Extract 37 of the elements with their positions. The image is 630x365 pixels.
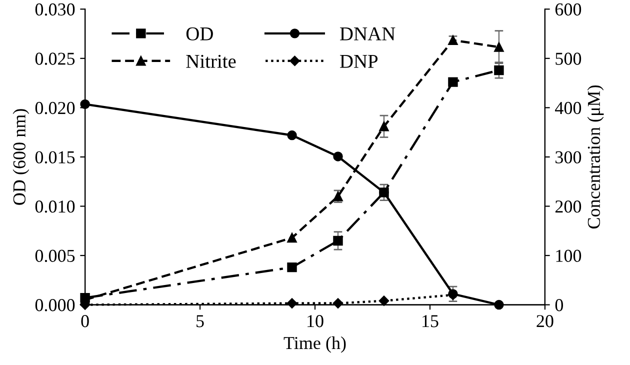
y-tick-label: 0.015 (35, 151, 75, 164)
y-tick-label: 0.000 (35, 299, 75, 312)
y2-tick-label: 600 (555, 3, 582, 16)
x-tick-label: 0 (81, 315, 89, 328)
x-tick-label: 5 (196, 315, 204, 328)
point (494, 42, 504, 52)
y-tick-label: 0.025 (35, 52, 75, 65)
x-tick-label: 15 (422, 315, 438, 328)
y-axis-title: OD (600 nm) (12, 109, 30, 205)
point (333, 152, 343, 162)
y-tick-label: 0.020 (35, 102, 75, 114)
y2-tick-label: 300 (556, 151, 582, 164)
y2-tick-label: 200 (555, 200, 582, 213)
point (494, 65, 504, 76)
legend-label: DNAN (340, 27, 396, 40)
y-tick-label: 0.030 (35, 3, 75, 16)
y2-axis-title: Concentration (μM) (587, 85, 604, 228)
point (287, 130, 297, 140)
legend-label: DNP (340, 54, 378, 68)
y2-tick-label: 0 (555, 299, 564, 312)
x-axis-title: Time (h) (284, 336, 346, 353)
point (287, 232, 297, 243)
y-tick-label: 0.005 (35, 250, 75, 262)
x-tick-label: 20 (536, 315, 554, 328)
point (378, 296, 390, 306)
legend-label: Nitrite (186, 54, 236, 68)
y2-tick-label: 500 (556, 52, 582, 65)
point (448, 35, 458, 46)
legend-label: OD (186, 27, 213, 40)
y2-tick-label: 400 (555, 102, 582, 114)
y2-tick-label: 100 (556, 250, 582, 262)
x-tick-label: 10 (308, 315, 324, 328)
y-tick-label: 0.010 (35, 200, 75, 213)
point (333, 236, 343, 246)
point (379, 122, 389, 132)
point (287, 262, 297, 272)
point (448, 77, 458, 87)
